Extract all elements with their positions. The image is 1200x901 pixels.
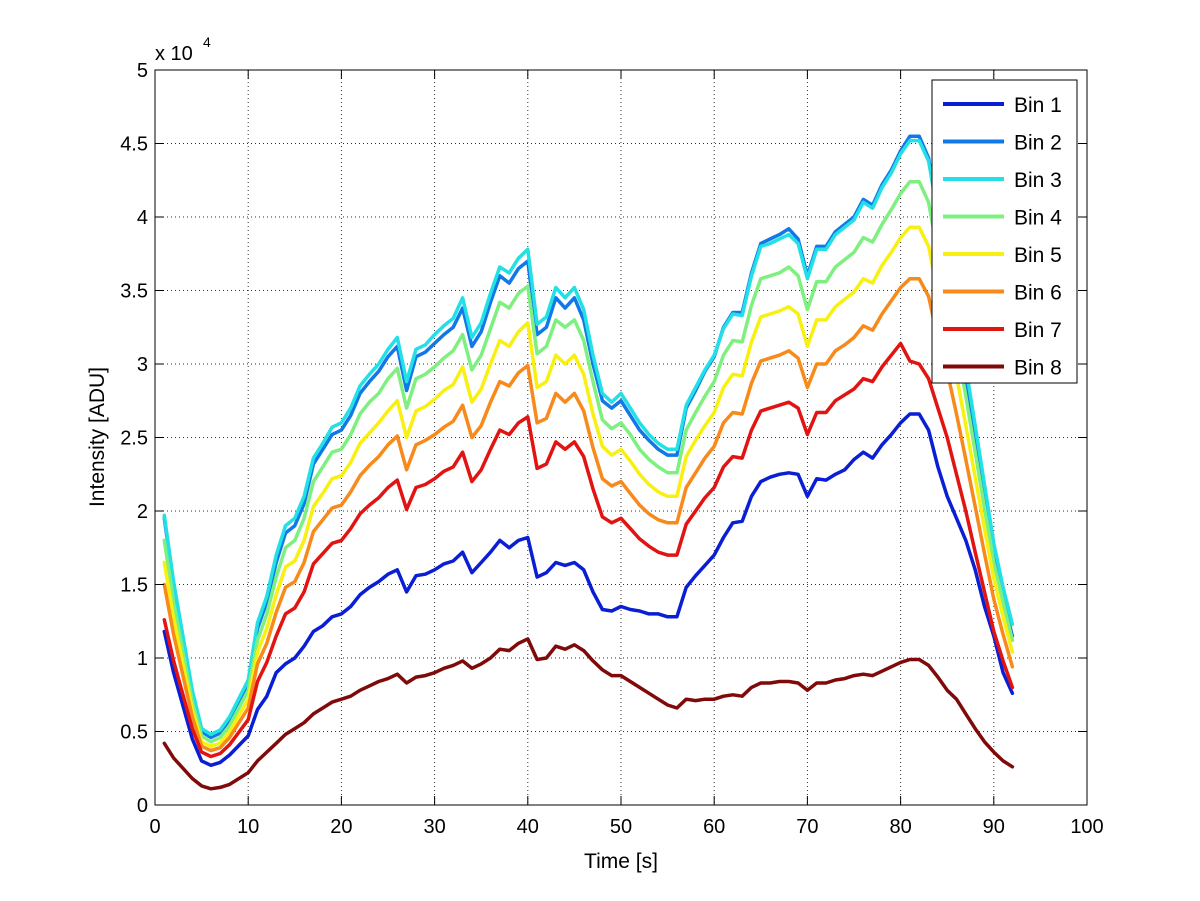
x-tick-label: 60: [703, 816, 725, 838]
legend-label: Bin 4: [1014, 207, 1062, 230]
y-axis-label: Intensity [ADU]: [86, 367, 109, 507]
legend-label: Bin 8: [1014, 357, 1062, 380]
y-tick-label: 4: [137, 207, 148, 229]
x-tick-label: 30: [423, 816, 445, 838]
series-line-bin-4: [162, 179, 1015, 744]
series-line-bin-5: [162, 225, 1015, 748]
series-line-bin-1: [162, 412, 1015, 768]
legend-label: Bin 6: [1014, 282, 1062, 305]
x-tick-label: 0: [149, 816, 160, 838]
x-axis-label: Time [s]: [584, 850, 658, 873]
legend-label: Bin 1: [1014, 94, 1062, 117]
y-tick-label: 3: [137, 354, 148, 376]
x-tick-label: 50: [610, 816, 632, 838]
x-tick-label: 10: [237, 816, 259, 838]
legend-label: Bin 7: [1014, 319, 1062, 342]
y-tick-label: 0: [137, 795, 148, 817]
y-multiplier-label: x 10: [155, 43, 193, 65]
legend-label: Bin 5: [1014, 244, 1062, 267]
series-line-bin-6: [162, 276, 1015, 753]
x-tick-label: 80: [889, 816, 911, 838]
series-layer: [162, 134, 1015, 791]
x-tick-label: 70: [796, 816, 818, 838]
series-line-bin-3: [162, 138, 1015, 737]
legend: Bin 1 Bin 2 Bin 3 Bin 4 Bin 5 Bin 6 Bin 7 Bin 8: [931, 79, 1078, 384]
x-axis-ticks: 0 10 20 30 40 50 60 70 80 90 100: [149, 70, 1104, 838]
y-multiplier-exponent: 4: [203, 34, 211, 50]
x-tick-label: 90: [983, 816, 1005, 838]
legend-label: Bin 2: [1014, 132, 1062, 155]
y-axis-ticks: 0 0.5 1 1.5 2 2.5 3 3.5 4 4.5 5: [120, 60, 1087, 817]
x-tick-label: 100: [1070, 816, 1103, 838]
y-tick-label: 4.5: [120, 134, 148, 156]
legend-label: Bin 3: [1014, 169, 1062, 192]
series-line-bin-7: [162, 341, 1015, 759]
y-tick-label: 0.5: [120, 722, 148, 744]
y-tick-label: 5: [137, 60, 148, 82]
y-tick-label: 1: [137, 648, 148, 670]
y-tick-label: 1.5: [120, 575, 148, 597]
x-tick-label: 20: [330, 816, 352, 838]
x-tick-label: 40: [517, 816, 539, 838]
y-tick-label: 2.5: [120, 428, 148, 450]
y-tick-label: 2: [137, 501, 148, 523]
legend-box: [931, 79, 1078, 384]
series-line-bin-8: [162, 637, 1015, 791]
y-tick-label: 3.5: [120, 281, 148, 303]
